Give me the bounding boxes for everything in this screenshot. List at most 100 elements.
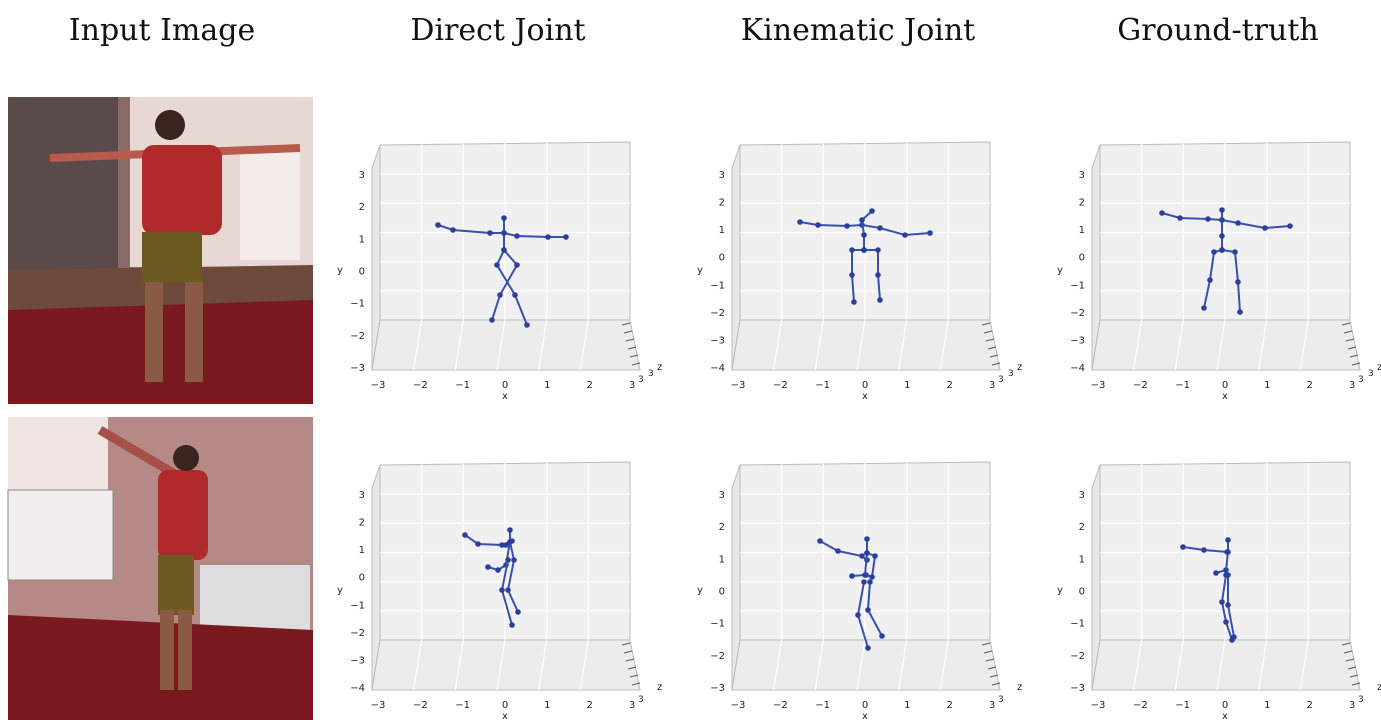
z-tick — [1345, 338, 1355, 342]
grid-line — [1258, 319, 1268, 371]
skeleton-bone — [1221, 249, 1241, 313]
grid-line — [1299, 639, 1309, 691]
grid-line — [856, 319, 866, 371]
y-tick-label: 2 — [719, 198, 725, 209]
skeleton-bone — [1203, 249, 1223, 309]
skeleton-joint — [524, 322, 530, 328]
y-tick-label: −3 — [710, 335, 725, 346]
skeleton-bone — [1215, 540, 1229, 574]
floor — [371, 639, 641, 691]
skeleton-joint — [511, 557, 517, 563]
z-tick — [991, 682, 1001, 686]
skeleton-joint — [499, 542, 505, 548]
grid-line — [814, 319, 824, 371]
y-tick-label: −2 — [350, 331, 365, 342]
skeleton-joint — [507, 527, 513, 533]
x-tick-label: −2 — [1133, 380, 1148, 391]
x-tick-label: 2 — [946, 380, 952, 391]
y-tick-label: 0 — [1079, 253, 1085, 264]
z-tick — [1349, 354, 1359, 358]
grid-line — [496, 639, 506, 691]
skeleton-joint — [545, 234, 551, 240]
y-tick-label: 2 — [1079, 198, 1085, 209]
y-tick-label: −3 — [1070, 335, 1085, 346]
z-tick — [1351, 682, 1361, 686]
y-tick-label: 0 — [1079, 587, 1085, 598]
x-tick-label: −1 — [455, 380, 470, 391]
y-tick-label: −1 — [710, 280, 725, 291]
z-tick — [621, 322, 631, 326]
x-tick-label: 2 — [1306, 700, 1312, 711]
x-tick-label: −3 — [371, 380, 386, 391]
z-tick — [627, 666, 637, 670]
skeleton-joint — [861, 232, 867, 238]
skeleton-joint — [1205, 216, 1211, 222]
x-tick-label: 3 — [629, 380, 635, 391]
y-tick-label: −3 — [350, 363, 365, 374]
grid-line — [496, 319, 506, 371]
skeleton-joint — [865, 645, 871, 651]
z-tick — [1341, 322, 1351, 326]
x-tick-label: 0 — [1222, 380, 1228, 391]
x-tick-label: 0 — [862, 380, 868, 391]
skeleton-joint — [844, 223, 850, 229]
skeleton-joint — [1219, 247, 1225, 253]
skeleton-joint — [1287, 223, 1293, 229]
z-tick — [623, 650, 633, 654]
x-tick-label: 0 — [1222, 700, 1228, 711]
z-tick-label: 3 — [638, 695, 644, 705]
y-tick-label: −4 — [350, 683, 365, 694]
skeleton-joint — [1219, 217, 1225, 223]
x-axis-label: x — [1222, 711, 1228, 720]
z-tick-label: 3 — [1358, 375, 1364, 385]
grid-line — [1174, 639, 1184, 691]
grid-line — [1299, 319, 1309, 371]
grid-line — [538, 639, 548, 691]
y-tick-label: 3 — [1079, 490, 1085, 501]
x-tick-label: −3 — [1091, 700, 1106, 711]
x-tick-label: 3 — [989, 700, 995, 711]
z-tick — [983, 330, 993, 334]
grid-line — [773, 639, 783, 691]
x-tick-label: 3 — [1349, 700, 1355, 711]
floor — [1091, 319, 1361, 371]
skeleton-joint — [1225, 602, 1231, 608]
skeleton-joint — [1235, 279, 1241, 285]
skeleton-joint — [1201, 305, 1207, 311]
z-tick — [1343, 330, 1353, 334]
y-tick-label: 0 — [719, 253, 725, 264]
skeleton-joint — [1219, 599, 1225, 605]
x-tick-label: −3 — [731, 380, 746, 391]
skeleton-joint — [1235, 220, 1241, 226]
y-tick-label: −2 — [710, 308, 725, 319]
skeleton-joint — [1177, 215, 1183, 221]
z-tick — [1343, 650, 1353, 654]
input-photo — [8, 97, 313, 404]
x-tick-label: 2 — [586, 700, 592, 711]
grid-line — [413, 639, 423, 691]
z-tick-label: 3 — [648, 369, 654, 379]
skeleton-joint — [875, 272, 881, 278]
y-tick-label: −1 — [1070, 280, 1085, 291]
skeleton-joint — [849, 272, 855, 278]
skeleton-joint — [509, 622, 515, 628]
z-tick — [1347, 666, 1357, 670]
x-axis-label: x — [502, 711, 508, 720]
grid-line — [939, 639, 949, 691]
skeleton-bone — [851, 539, 868, 577]
skeleton-joint — [1223, 619, 1229, 625]
skeleton-joint — [505, 587, 511, 593]
skeleton-joint — [859, 553, 865, 559]
skeleton-joint — [450, 227, 456, 233]
z-tick-label: 3 — [998, 695, 1004, 705]
input-photo — [7, 417, 313, 720]
skeleton-joint — [849, 247, 855, 253]
y-tick-label: −1 — [350, 600, 365, 611]
x-tick-label: 0 — [502, 380, 508, 391]
skeleton-joint — [1223, 567, 1229, 573]
z-axis-label: z — [657, 362, 662, 373]
z-tick — [985, 338, 995, 342]
y-tick-label: 1 — [359, 545, 365, 556]
